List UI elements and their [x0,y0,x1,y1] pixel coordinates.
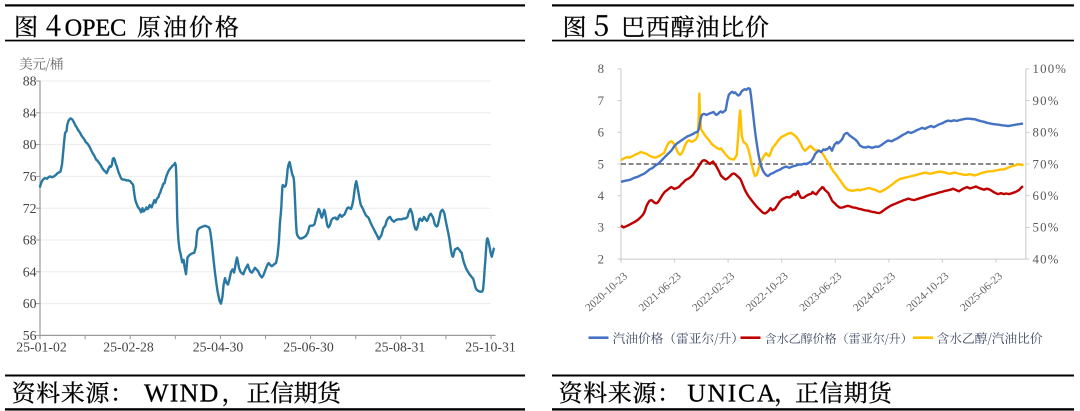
svg-text:56: 56 [23,328,37,343]
svg-text:2: 2 [598,252,604,266]
svg-text:80%: 80% [1033,126,1060,140]
svg-text:50%: 50% [1033,221,1060,235]
svg-text:90%: 90% [1033,94,1060,108]
svg-text:25-01-02: 25-01-02 [16,340,67,355]
svg-text:25-10-31: 25-10-31 [465,340,516,355]
svg-text:70%: 70% [1033,157,1060,171]
svg-text:4: 4 [598,189,605,203]
svg-text:68: 68 [23,233,37,248]
svg-text:25-06-30: 25-06-30 [283,340,334,355]
svg-text:25-08-31: 25-08-31 [375,340,426,355]
svg-text:76: 76 [23,169,37,184]
svg-text:60: 60 [23,296,37,311]
svg-text:5: 5 [598,157,604,171]
svg-text:3: 3 [598,221,604,235]
svg-text:100%: 100% [1033,62,1068,76]
svg-text:7: 7 [598,94,605,108]
svg-text:25-02-28: 25-02-28 [103,340,154,355]
svg-text:60%: 60% [1033,189,1060,203]
svg-text:88: 88 [23,74,37,89]
svg-text:72: 72 [23,201,37,216]
svg-text:84: 84 [23,105,37,120]
svg-text:80: 80 [23,137,37,152]
svg-text:6: 6 [598,126,605,140]
svg-text:8: 8 [598,62,604,76]
svg-text:40%: 40% [1033,252,1060,266]
svg-text:64: 64 [23,264,37,279]
svg-text:25-04-30: 25-04-30 [193,340,244,355]
